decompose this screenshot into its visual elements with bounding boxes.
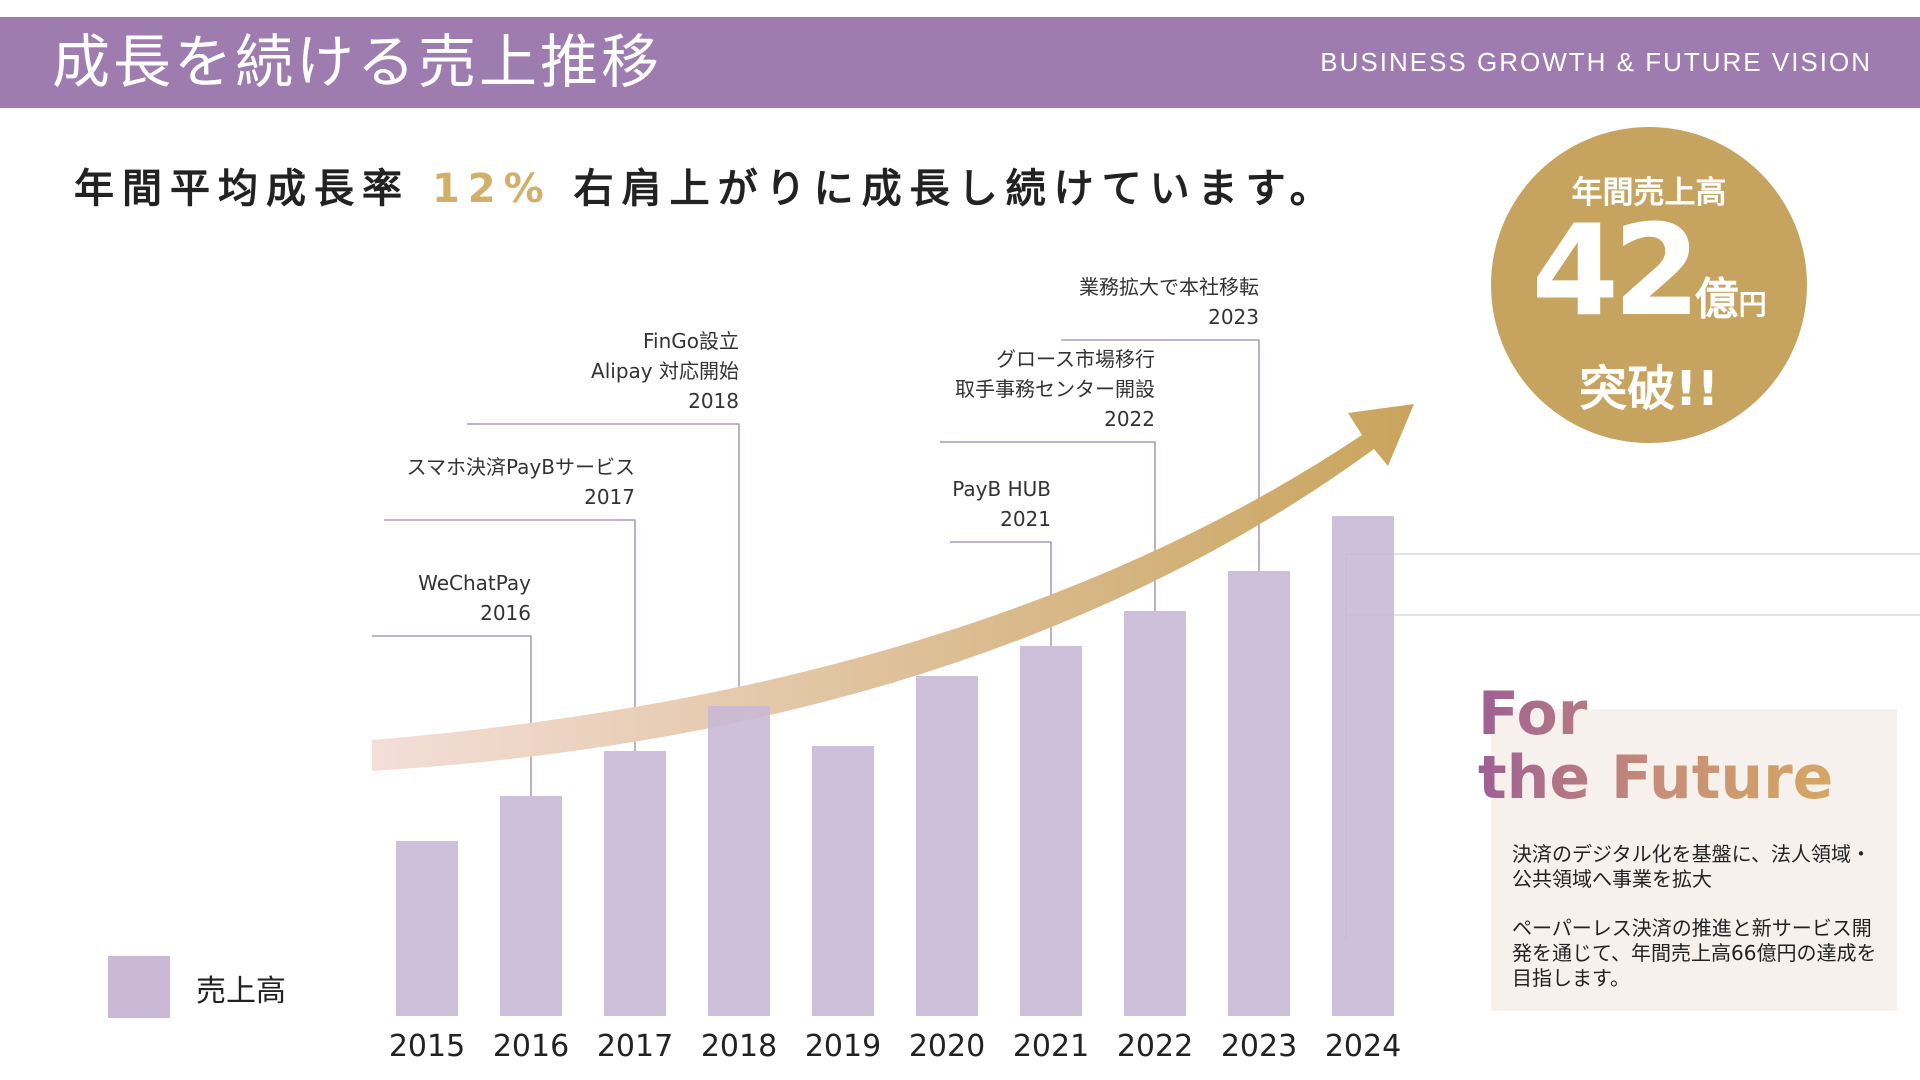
- growth-arrow: [372, 404, 1414, 771]
- future-title: For the Future: [1478, 682, 1898, 810]
- page-subtitle: BUSINESS GROWTH & FUTURE VISION: [1320, 47, 1872, 77]
- future-description: 決済のデジタル化を基盤に、法人領域・公共領域へ事業を拡大 ペーパーレス決済の推進…: [1512, 842, 1890, 1015]
- bar-2023: [1228, 571, 1290, 1016]
- future-paragraph: ペーパーレス決済の推進と新サービス開発を通じて、年間売上高66億円の達成を目指し…: [1512, 916, 1877, 990]
- headline-text: 年間平均成長率: [74, 166, 410, 212]
- x-tick-label: 2018: [701, 1029, 777, 1064]
- milestone-label-2016: WeChatPay 2016: [418, 571, 531, 625]
- leader-line-2017: [384, 519, 636, 751]
- bar-2017: [604, 751, 666, 1016]
- x-tick-label: 2019: [805, 1029, 881, 1064]
- x-tick-label: 2015: [389, 1029, 465, 1064]
- bar-2021: [1020, 646, 1082, 1016]
- leader-line-2023: [1061, 339, 1260, 571]
- x-tick-label: 2020: [909, 1029, 985, 1064]
- x-tick-label: 2021: [1013, 1029, 1089, 1064]
- badge-number: 42: [1531, 197, 1700, 344]
- milestone-label-2021: PayB HUB 2021: [952, 477, 1051, 531]
- growth-rate: 12%: [431, 166, 552, 212]
- header-bar: 成長を続ける売上推移 BUSINESS GROWTH & FUTURE VISI…: [0, 17, 1920, 108]
- milestone-label-2022: グロース市場移行 取手事務センター開設 2022: [955, 347, 1155, 431]
- bar-series: [396, 516, 1394, 1016]
- badge-unit: 億: [1694, 274, 1739, 325]
- leader-line-2016: [372, 635, 532, 796]
- badge-value: 42億円: [1491, 208, 1807, 369]
- bar-2018: [708, 706, 770, 1016]
- badge-unit-small: 円: [1738, 288, 1767, 321]
- bar-2015: [396, 841, 458, 1016]
- legend-swatch: [108, 956, 170, 1018]
- page-title: 成長を続ける売上推移: [52, 28, 663, 96]
- bar-2024: [1332, 516, 1394, 1016]
- future-paragraph: 決済のデジタル化を基盤に、法人領域・公共領域へ事業を拡大: [1512, 842, 1871, 891]
- x-tick-label: 2016: [493, 1029, 569, 1064]
- sales-badge: 年間売上高 42億円 突破!!: [1491, 127, 1807, 443]
- milestone-label-2017: スマホ決済PayBサービス 2017: [406, 455, 635, 509]
- growth-headline: 年間平均成長率 12% 右肩上がりに成長し続けています。: [74, 156, 1338, 214]
- x-axis-ticks: 2015 2016 2017 2018 2019 2020 2021 2022 2023 2024: [389, 1029, 1401, 1064]
- x-tick-label: 2022: [1117, 1029, 1193, 1064]
- x-tick-label: 2017: [597, 1029, 673, 1064]
- badge-suffix: 突破!!: [1579, 361, 1719, 417]
- bar-2016: [500, 796, 562, 1016]
- bar-2022: [1124, 611, 1186, 1016]
- future-title-line2: the Future: [1478, 743, 1834, 813]
- headline-text-rest: 右肩上がりに成長し続けています。: [573, 166, 1338, 212]
- bar-2019: [812, 746, 874, 1016]
- badge-label: 年間売上高: [1571, 175, 1727, 211]
- leader-line-2018: [467, 423, 740, 706]
- legend-label: 売上高: [196, 974, 286, 1009]
- milestone-label-2018: FinGo設立 Alipay 対応開始 2018: [591, 329, 739, 413]
- future-panel: [1491, 709, 1897, 1011]
- milestone-label-2023: 業務拡大で本社移転 2023: [1079, 275, 1259, 329]
- x-tick-label: 2023: [1221, 1029, 1297, 1064]
- x-tick-label: 2024: [1325, 1029, 1401, 1064]
- bar-2020: [916, 676, 978, 1016]
- future-title-line1: For: [1478, 679, 1588, 749]
